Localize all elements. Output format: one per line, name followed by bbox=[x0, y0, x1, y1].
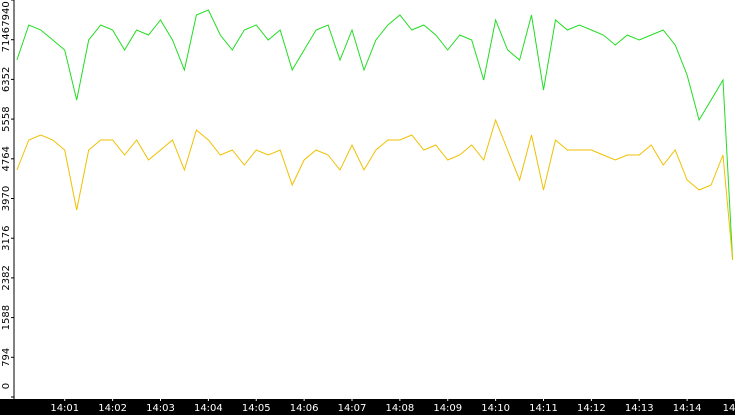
x-tick-label: 14:03 bbox=[146, 403, 175, 414]
y-tick-label: 2382 bbox=[1, 265, 12, 290]
y-tick-label: 1588 bbox=[1, 305, 12, 330]
series-line bbox=[16, 118, 734, 261]
x-tick-label: 14:09 bbox=[433, 403, 462, 414]
y-tick-label: 7146 bbox=[1, 27, 12, 52]
y-tick-label: 3970 bbox=[1, 186, 12, 211]
y-tick-label: 4764 bbox=[1, 146, 12, 171]
y-tick-label: 6352 bbox=[1, 67, 12, 92]
x-tick-label: 14:12 bbox=[577, 403, 606, 414]
x-tick-label: 14 bbox=[723, 403, 735, 414]
x-tick-label: 14:01 bbox=[50, 403, 79, 414]
y-tick-label: 5558 bbox=[1, 106, 12, 131]
y-tick-label: 0 bbox=[1, 383, 12, 389]
y-tick-label: 7940 bbox=[1, 1, 12, 26]
y-tick-label: 3176 bbox=[1, 225, 12, 250]
x-tick-label: 14:10 bbox=[481, 403, 510, 414]
x-tick-label: 14:08 bbox=[385, 403, 414, 414]
x-tick-label: 14:05 bbox=[242, 403, 271, 414]
x-axis-band bbox=[0, 399, 735, 415]
y-tick-label: 794 bbox=[1, 348, 12, 367]
x-tick-label: 14:13 bbox=[625, 403, 654, 414]
x-tick-label: 14:06 bbox=[290, 403, 319, 414]
x-tick-label: 14:04 bbox=[194, 403, 223, 414]
x-tick-label: 14:02 bbox=[98, 403, 127, 414]
x-tick-label: 14:07 bbox=[338, 403, 367, 414]
x-tick-label: 14:14 bbox=[673, 403, 702, 414]
x-tick-label: 14:11 bbox=[529, 403, 558, 414]
series-line bbox=[16, 9, 734, 261]
